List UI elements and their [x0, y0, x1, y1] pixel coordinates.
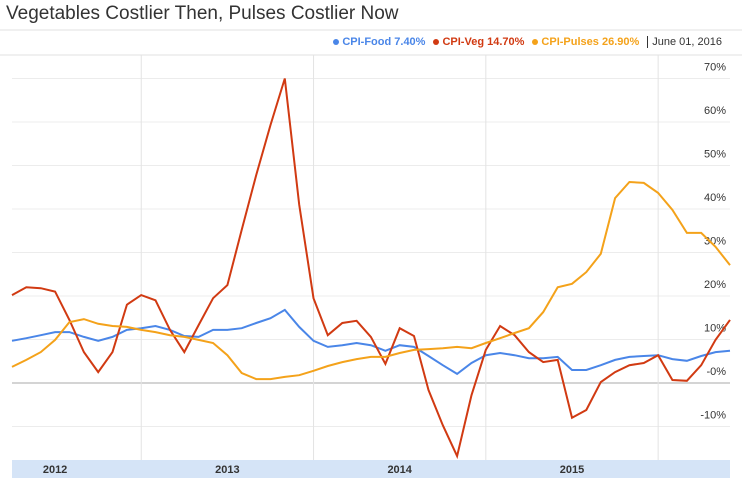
chart-title: Vegetables Costlier Then, Pulses Costlie…: [6, 3, 399, 24]
legend-value: 14.70%: [487, 36, 525, 48]
series-line: [11, 308, 731, 376]
legend-value: 7.40%: [394, 36, 426, 48]
x-tick-label: 2012: [43, 464, 67, 476]
y-tick-label: 50%: [704, 148, 726, 160]
legend-dot: [532, 39, 539, 46]
y-tick-label: -10%: [700, 410, 726, 422]
legend-item: CPI-Food 7.40%: [333, 36, 425, 48]
x-tick-label: 2015: [560, 464, 584, 476]
y-tick-label: 60%: [704, 105, 726, 117]
legend-name: CPI-Pulses: [541, 36, 599, 48]
y-tick-label: 40%: [704, 192, 726, 204]
legend-value: 26.90%: [601, 36, 640, 48]
y-tick-label: 30%: [704, 235, 726, 247]
y-tick-label: 20%: [704, 279, 726, 291]
legend-dot: [333, 39, 340, 46]
legend-item: CPI-Veg 14.70%: [433, 36, 524, 48]
legend: CPI-Food 7.40% CPI-Veg 14.70% CPI-Pulses 2…: [333, 36, 722, 48]
y-tick-label: -0%: [706, 366, 726, 378]
legend-date: June 01, 2016: [647, 36, 722, 48]
y-tick-label: 70%: [704, 61, 726, 73]
x-tick-label: 2014: [387, 464, 412, 476]
legend-item: CPI-Pulses 26.90%: [532, 36, 639, 48]
x-axis-band: [12, 460, 730, 478]
legend-name: CPI-Veg: [442, 36, 485, 48]
legend-name: CPI-Food: [342, 36, 392, 48]
series-line: [11, 78, 731, 460]
legend-dot: [433, 39, 440, 46]
series-line: [11, 180, 731, 381]
x-tick-label: 2013: [215, 464, 239, 476]
